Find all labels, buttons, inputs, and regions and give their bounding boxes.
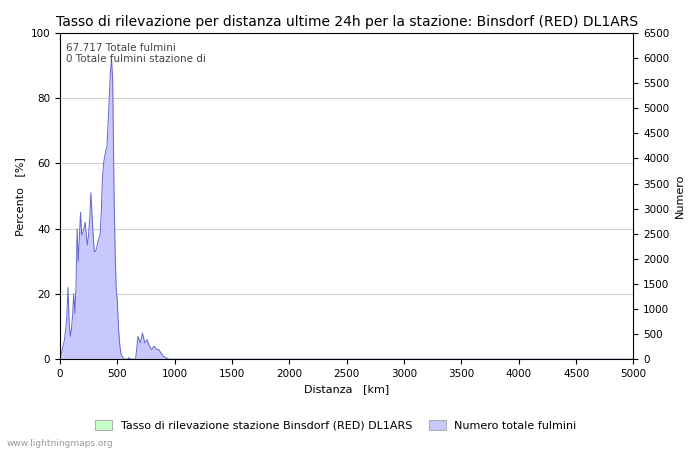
Text: 67.717 Totale fulmini
0 Totale fulmini stazione di: 67.717 Totale fulmini 0 Totale fulmini s… <box>66 43 206 64</box>
Legend: Tasso di rilevazione stazione Binsdorf (RED) DL1ARS, Numero totale fulmini: Tasso di rilevazione stazione Binsdorf (… <box>91 416 581 436</box>
Y-axis label: Percento   [%]: Percento [%] <box>15 157 25 235</box>
Text: www.lightningmaps.org: www.lightningmaps.org <box>7 439 113 448</box>
X-axis label: Distanza   [km]: Distanza [km] <box>304 384 389 395</box>
Y-axis label: Numero: Numero <box>675 174 685 218</box>
Title: Tasso di rilevazione per distanza ultime 24h per la stazione: Binsdorf (RED) DL1: Tasso di rilevazione per distanza ultime… <box>55 15 638 29</box>
